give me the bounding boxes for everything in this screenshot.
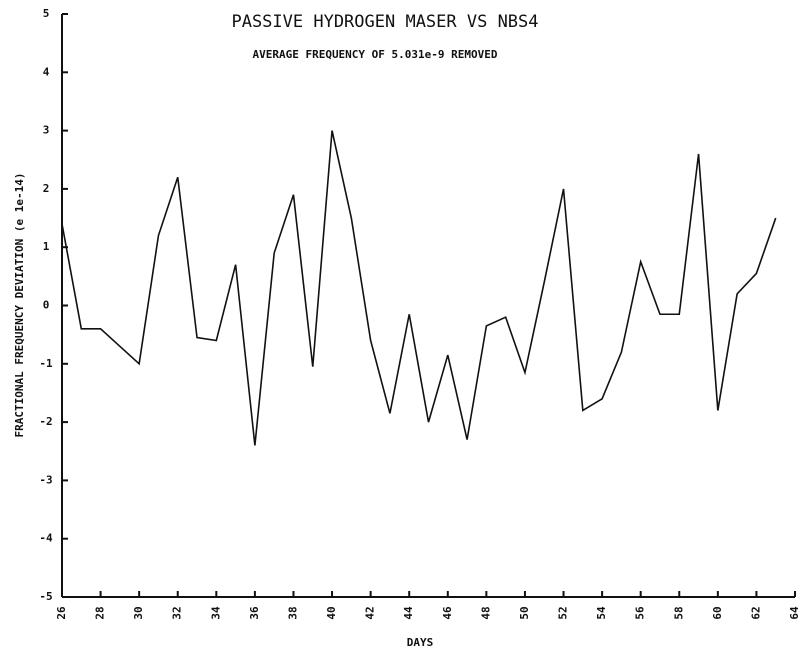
y-tick-label: -1 bbox=[39, 357, 53, 370]
x-tick-label: 58 bbox=[672, 606, 685, 619]
x-tick-label: 38 bbox=[286, 606, 299, 619]
chart-title: PASSIVE HYDROGEN MASER VS NBS4 bbox=[231, 12, 538, 32]
x-tick-label: 42 bbox=[364, 606, 377, 619]
x-tick-label: 36 bbox=[248, 606, 261, 620]
y-axis-label: FRACTIONAL FREQUENCY DEVIATION (e 1e-14) bbox=[13, 173, 26, 438]
x-axis-label: DAYS bbox=[407, 636, 434, 649]
x-tick-label: 50 bbox=[518, 606, 531, 619]
x-tick-label: 62 bbox=[749, 606, 762, 619]
data-line bbox=[61, 130, 777, 446]
x-tick-label: 64 bbox=[788, 606, 801, 620]
y-tick-label: -3 bbox=[39, 473, 52, 486]
y-tick-label: -2 bbox=[39, 415, 52, 428]
chart-subtitle: AVERAGE FREQUENCY OF 5.031e-9 REMOVED bbox=[252, 48, 497, 61]
y-tick-label: 2 bbox=[43, 182, 50, 195]
y-tick-label: 3 bbox=[43, 124, 50, 137]
x-tick-label: 60 bbox=[711, 606, 724, 619]
x-tick-label: 34 bbox=[209, 606, 222, 620]
x-tick-label: 32 bbox=[171, 606, 184, 619]
y-tick-label: 0 bbox=[43, 299, 50, 312]
x-tick-label: 46 bbox=[441, 606, 454, 620]
x-tick-label: 26 bbox=[55, 606, 68, 620]
x-tick-label: 56 bbox=[634, 606, 647, 620]
y-tick-label: 5 bbox=[43, 7, 50, 20]
x-tick-label: 40 bbox=[325, 606, 338, 619]
y-tick-label: 1 bbox=[43, 240, 50, 253]
x-tick-label: 30 bbox=[132, 606, 145, 619]
x-tick-label: 44 bbox=[402, 606, 415, 620]
x-tick-label: 54 bbox=[595, 606, 608, 620]
y-tick-label: -4 bbox=[39, 532, 53, 545]
x-tick-label: 48 bbox=[479, 606, 492, 619]
x-tick-label: 52 bbox=[557, 606, 570, 619]
x-tick-label: 28 bbox=[94, 606, 107, 619]
y-tick-label: -5 bbox=[39, 590, 52, 603]
y-tick-label: 4 bbox=[43, 65, 50, 78]
